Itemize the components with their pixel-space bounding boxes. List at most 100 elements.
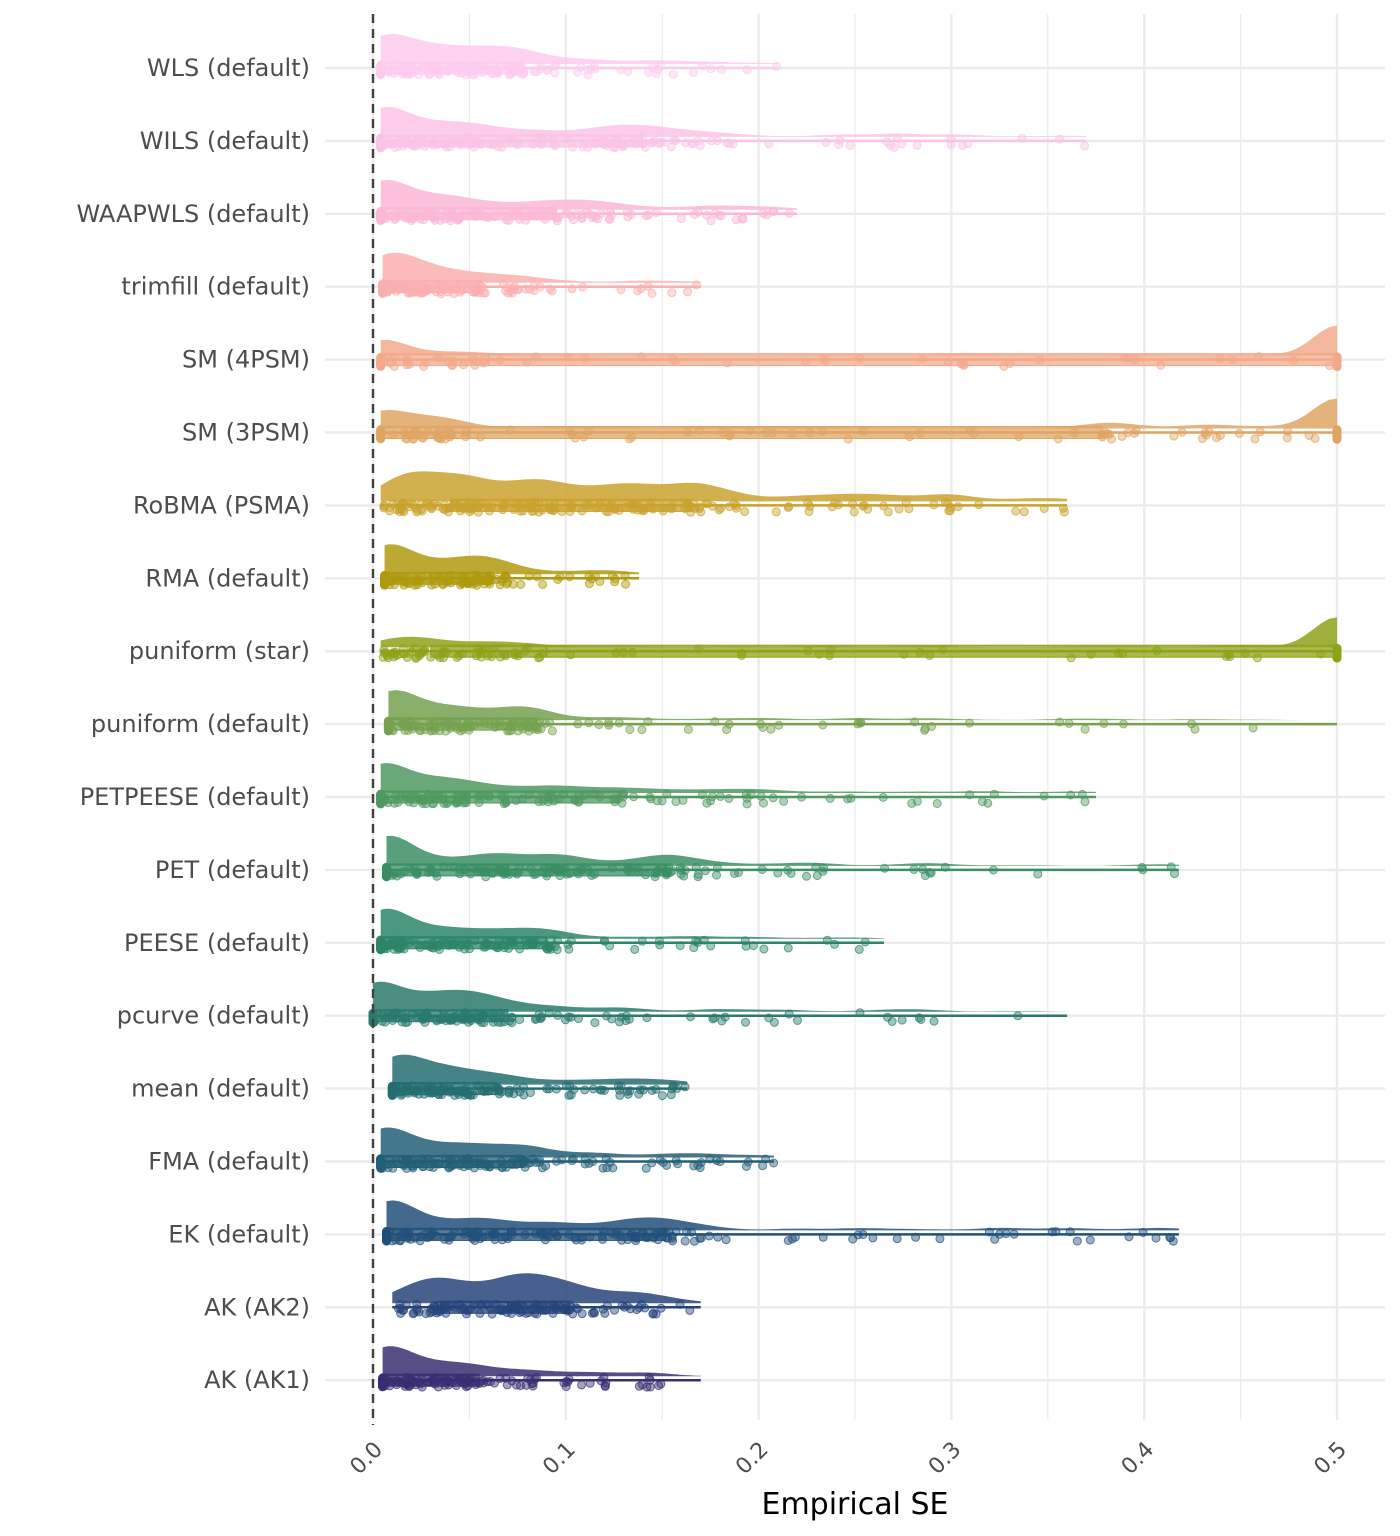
data-point [473, 644, 483, 654]
data-point [717, 65, 727, 75]
data-point [766, 724, 776, 734]
data-point [680, 1082, 690, 1092]
data-point [633, 286, 643, 296]
data-point [854, 944, 864, 954]
data-point [1080, 797, 1090, 807]
data-point [513, 1157, 523, 1167]
data-point [448, 283, 458, 293]
data-point [556, 1303, 566, 1312]
data-point [819, 353, 829, 363]
data-point [547, 726, 557, 736]
data-point [577, 1235, 587, 1245]
category-label: PETPEESE (default) [80, 783, 310, 811]
data-point [594, 720, 604, 730]
data-point [1227, 354, 1237, 364]
data-point [420, 141, 430, 151]
data-point [910, 717, 920, 727]
data-point [909, 865, 919, 874]
data-point [1151, 1233, 1161, 1243]
data-point [712, 863, 722, 873]
density-cloud [386, 835, 1179, 866]
data-point [407, 647, 417, 657]
data-point [1252, 653, 1262, 663]
data-point [1113, 648, 1123, 658]
data-point [578, 282, 588, 292]
data-point [683, 427, 693, 437]
data-point [466, 869, 476, 879]
data-point [399, 1305, 409, 1315]
data-point [563, 1377, 573, 1387]
data-point [546, 505, 555, 515]
data-point [680, 1236, 690, 1246]
data-point [848, 1234, 858, 1244]
data-point [478, 283, 488, 292]
category-label: WAAPWLS (default) [76, 200, 310, 228]
category-label: PEESE (default) [124, 929, 310, 957]
data-point [883, 507, 893, 517]
data-point [446, 1161, 456, 1171]
data-point [1039, 791, 1049, 801]
data-point [536, 1228, 545, 1237]
data-point [1130, 355, 1140, 365]
data-point [563, 352, 573, 362]
data-point [1169, 431, 1179, 441]
data-point [1240, 649, 1250, 658]
data-point [703, 499, 712, 508]
data-point [761, 1154, 771, 1164]
data-point [1100, 429, 1110, 439]
data-point [432, 140, 442, 150]
data-point [505, 1016, 515, 1026]
data-point [621, 1016, 631, 1026]
data-point [683, 725, 693, 734]
data-point [1080, 724, 1090, 734]
data-point [593, 214, 602, 224]
data-point [1055, 717, 1065, 727]
data-point [455, 869, 465, 879]
data-point [420, 357, 430, 367]
data-point [495, 652, 505, 662]
category-label: WLS (default) [147, 54, 310, 82]
data-point [430, 213, 440, 222]
data-point [894, 504, 904, 514]
data-point [745, 426, 755, 436]
data-point [1066, 653, 1076, 663]
data-point [946, 134, 956, 144]
data-point [784, 502, 794, 511]
data-point [454, 791, 464, 801]
data-point [718, 427, 728, 437]
data-point [679, 871, 689, 881]
data-point [561, 1081, 571, 1091]
data-point [681, 138, 690, 148]
data-point [661, 1228, 671, 1238]
data-point [925, 651, 935, 660]
category-label: AK (AK2) [204, 1293, 310, 1321]
data-point [602, 1011, 611, 1021]
data-point [588, 789, 598, 799]
data-point [477, 1017, 486, 1027]
data-point [879, 501, 889, 511]
data-point [918, 354, 928, 364]
data-point [376, 945, 386, 955]
data-point [567, 429, 577, 439]
data-point [713, 1232, 723, 1242]
data-point [695, 141, 705, 151]
data-point [433, 68, 443, 78]
data-point [391, 66, 401, 76]
data-point [772, 61, 782, 71]
data-point [644, 68, 654, 78]
data-point [448, 356, 458, 366]
data-point [1234, 428, 1244, 438]
data-point [1190, 724, 1200, 734]
density-cloud [380, 106, 1087, 137]
data-point [706, 796, 715, 806]
data-point [1304, 431, 1314, 440]
data-point [1013, 1011, 1023, 1021]
data-point [457, 286, 467, 296]
data-point [916, 1015, 926, 1024]
data-point [1053, 434, 1063, 444]
data-point [974, 500, 984, 510]
category-label: RoBMA (PSMA) [133, 491, 310, 519]
data-point [1080, 141, 1090, 151]
data-point [376, 434, 386, 443]
data-point [925, 867, 935, 877]
